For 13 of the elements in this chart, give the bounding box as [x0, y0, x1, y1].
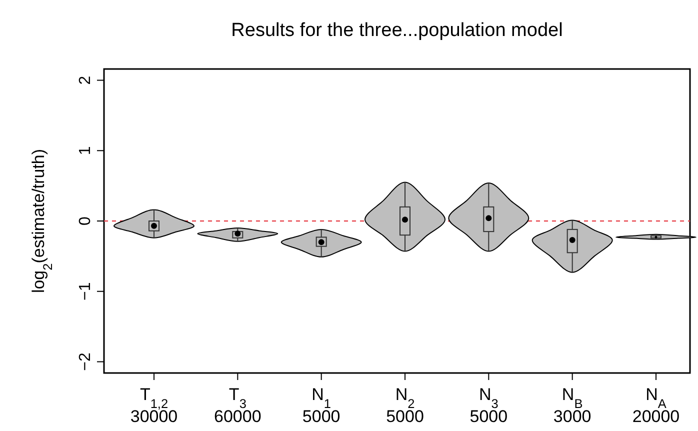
x-tick-label: N$_{2}$ 5000: [386, 385, 424, 426]
y-tick-label: 2: [77, 76, 94, 85]
chart-title: Results for the three...population model: [231, 20, 563, 41]
y-tick-label: 1: [77, 146, 94, 156]
x-tick-label: N$_{A}$ 20000: [632, 385, 680, 426]
y-tick-label: 0: [77, 216, 94, 226]
x-tick-label: N$_{1}$ 5000: [302, 385, 340, 426]
x-tick-label: T$_{1,2}$ 30000: [130, 385, 178, 426]
x-tick-label: N$_{3}$ 5000: [470, 385, 508, 426]
x-tick-label: T$_{3}$ 60000: [214, 385, 262, 426]
x-tick-label: N$_{B}$ 3000: [553, 385, 592, 426]
y-tick-label: −1: [77, 282, 94, 300]
y-tick-label: −2: [77, 352, 94, 371]
